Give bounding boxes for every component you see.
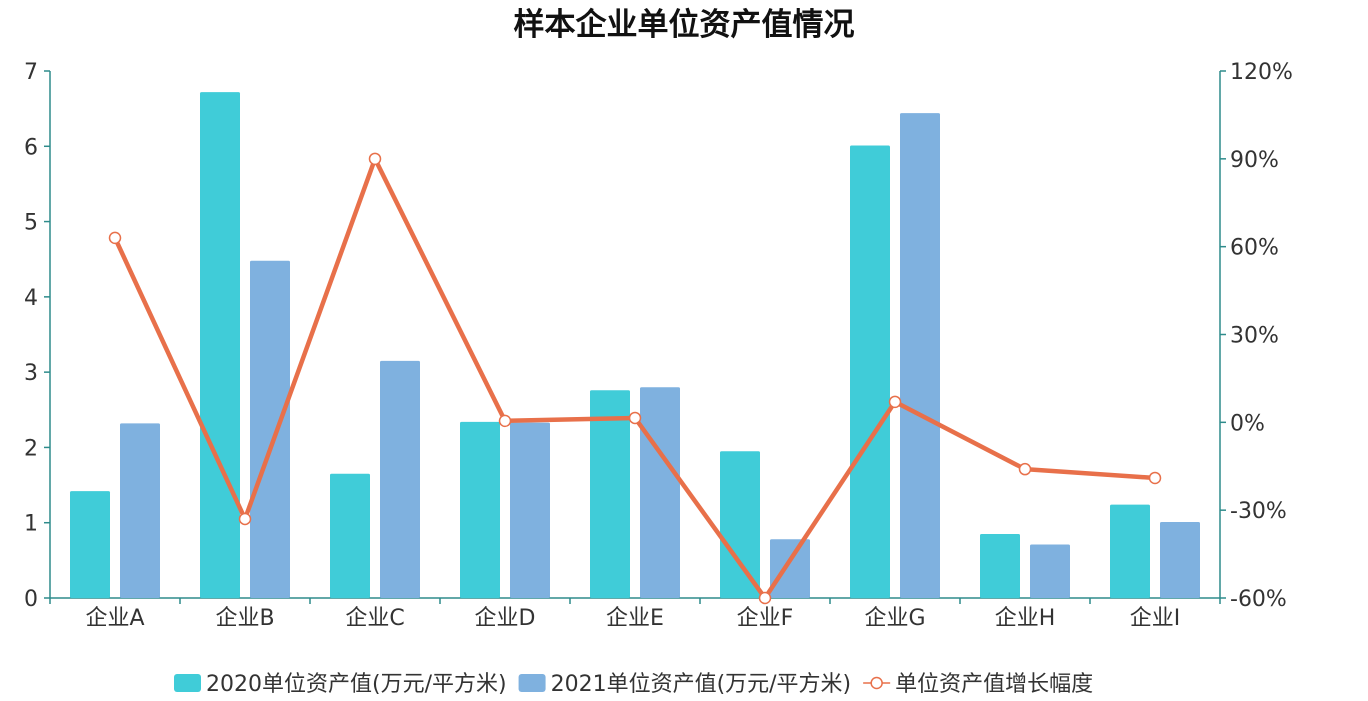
category-label: 企业I bbox=[1130, 606, 1181, 631]
bar-2021 bbox=[640, 387, 680, 598]
bar-2021 bbox=[380, 360, 420, 598]
bar-2021 bbox=[900, 113, 940, 598]
left-tick-label: 2 bbox=[24, 436, 38, 461]
bar-2020 bbox=[720, 451, 760, 598]
chart-title: 样本企业单位资产值情况 bbox=[514, 7, 855, 43]
right-tick-label: 90% bbox=[1230, 148, 1279, 173]
growth-point bbox=[238, 512, 252, 526]
left-tick-label: 7 bbox=[24, 60, 38, 85]
bar-2020 bbox=[70, 491, 110, 598]
legend-swatch bbox=[174, 674, 201, 692]
category-label: 企业D bbox=[475, 606, 536, 631]
bar-2021 bbox=[1030, 544, 1070, 598]
right-tick-label: 60% bbox=[1230, 236, 1279, 261]
left-tick-label: 3 bbox=[24, 361, 38, 386]
bar-2021 bbox=[510, 422, 550, 598]
right-tick-label: -30% bbox=[1230, 499, 1287, 524]
legend-label: 2020单位资产值(万元/平方米) bbox=[206, 672, 507, 697]
bar-2020 bbox=[980, 534, 1020, 598]
right-tick-label: 30% bbox=[1230, 324, 1279, 349]
growth-line bbox=[108, 152, 1162, 605]
left-tick-label: 4 bbox=[24, 286, 38, 311]
bar-2020 bbox=[330, 473, 370, 598]
growth-point bbox=[498, 414, 512, 428]
category-label: 企业A bbox=[85, 606, 144, 631]
legend-swatch-marker bbox=[870, 676, 883, 690]
bar-2020 bbox=[200, 92, 240, 598]
left-tick-label: 0 bbox=[24, 587, 38, 612]
bar-2020 bbox=[850, 145, 890, 599]
legend-swatch bbox=[518, 674, 546, 692]
growth-point bbox=[368, 152, 382, 166]
axes: 0 1 2 3 4 5 6 7 -60% -30% 0% 30% 60% 90% 120% 企业A 企业B 企业C… bbox=[24, 60, 1293, 631]
bars bbox=[70, 92, 1200, 599]
left-tick-label: 1 bbox=[24, 512, 38, 537]
legend-label: 2021单位资产值(万元/平方米) bbox=[551, 672, 852, 697]
growth-point bbox=[758, 591, 772, 605]
legend-label: 单位资产值增长幅度 bbox=[895, 672, 1093, 697]
bar-2020 bbox=[1110, 504, 1150, 598]
growth-point bbox=[1018, 462, 1032, 476]
growth-point bbox=[108, 231, 122, 245]
growth-point bbox=[628, 411, 642, 425]
category-label: 企业H bbox=[995, 606, 1056, 631]
left-tick-label: 6 bbox=[24, 135, 38, 160]
category-label: 企业F bbox=[737, 606, 794, 631]
growth-point bbox=[1148, 471, 1162, 485]
category-label: 企业E bbox=[606, 606, 664, 631]
bar-2021 bbox=[770, 539, 810, 598]
category-label: 企业C bbox=[345, 606, 404, 631]
bar-2021 bbox=[120, 423, 160, 598]
bar-2021 bbox=[1160, 521, 1200, 598]
left-tick-label: 5 bbox=[24, 211, 38, 236]
right-tick-label: -60% bbox=[1230, 587, 1287, 612]
legend: 2020单位资产值(万元/平方米) 2021单位资产值(万元/平方米) 单位资产值增… bbox=[174, 672, 1093, 697]
category-label: 企业B bbox=[215, 606, 274, 631]
bar-2020 bbox=[590, 390, 630, 598]
right-tick-label: 120% bbox=[1230, 60, 1293, 85]
right-tick-label: 0% bbox=[1230, 411, 1265, 436]
bar-2020 bbox=[460, 421, 500, 598]
category-label: 企业G bbox=[864, 606, 925, 631]
growth-point bbox=[888, 395, 902, 409]
bar-2021 bbox=[250, 260, 290, 598]
